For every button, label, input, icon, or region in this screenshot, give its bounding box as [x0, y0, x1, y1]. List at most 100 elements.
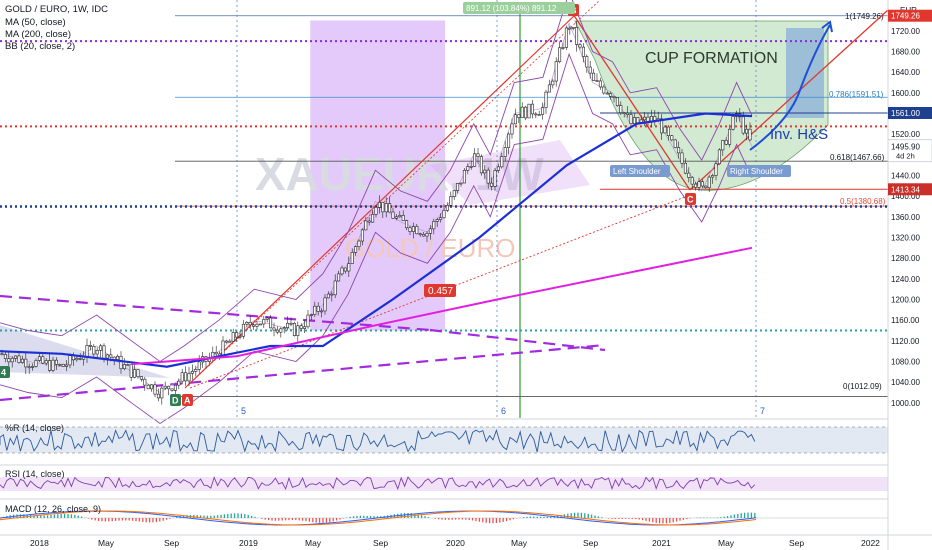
- candle-body: [585, 56, 589, 68]
- candle-body: [272, 327, 276, 331]
- candle-body: [78, 358, 82, 360]
- trend-line-c-up: [689, 9, 889, 191]
- candle-body: [394, 216, 398, 219]
- candle-body: [167, 385, 171, 390]
- candle-body: [184, 372, 188, 382]
- candle-body: [524, 106, 528, 119]
- candle-body: [425, 233, 429, 237]
- candle-body: [748, 128, 752, 141]
- candle-body: [449, 196, 453, 206]
- point-d-label: D: [172, 396, 179, 406]
- candle-body: [173, 384, 177, 391]
- candle-body: [255, 323, 259, 327]
- candle-body: [371, 214, 375, 223]
- candle-body: [530, 103, 534, 115]
- candle-body: [398, 215, 402, 218]
- tag-last-price: 1495.90: [891, 143, 920, 152]
- candle-body: [269, 317, 273, 329]
- candle-body: [592, 72, 596, 81]
- candle-body: [537, 114, 541, 116]
- point-c-label: C: [687, 195, 694, 205]
- candle-body: [252, 324, 256, 327]
- candle-body: [476, 153, 480, 157]
- candle-body: [357, 240, 361, 247]
- candle-body: [503, 147, 507, 157]
- candle-body: [340, 267, 344, 275]
- candle-body: [156, 393, 160, 399]
- price-tick-13: 1160.00: [891, 316, 920, 325]
- candle-body: [683, 162, 687, 174]
- right-shoulder-badge: [727, 165, 791, 177]
- candle-body: [224, 340, 228, 343]
- price-tick-14: 1120.00: [891, 337, 920, 346]
- candle-body: [303, 326, 307, 329]
- candle-body: [92, 346, 96, 355]
- fib-0-label: 0(1012.09): [843, 382, 882, 391]
- candle-body: [653, 116, 657, 121]
- candle-body: [697, 181, 701, 188]
- candle-body: [663, 126, 667, 134]
- candle-body: [462, 169, 466, 184]
- candle-body: [248, 321, 252, 326]
- candle-body: [717, 149, 721, 165]
- projection-arrowhead: [821, 20, 833, 33]
- candle-body: [643, 116, 647, 121]
- time-tick-5: Sep: [373, 538, 388, 548]
- candle-body: [235, 332, 239, 338]
- candle-body: [170, 388, 174, 391]
- candle-body: [578, 44, 582, 48]
- time-tick-1: May: [98, 538, 115, 548]
- candle-body: [61, 364, 65, 367]
- projection-arrow: [749, 24, 831, 151]
- candle-body: [150, 384, 154, 390]
- candle-body: [694, 183, 698, 188]
- candle-body: [415, 226, 419, 235]
- right-shoulder-label: Right Shoulder: [730, 167, 783, 176]
- candle-body: [704, 185, 708, 189]
- left-edge-label: 4: [1, 368, 6, 378]
- candle-body: [105, 354, 109, 359]
- candle-body: [456, 183, 460, 191]
- candle-body: [728, 128, 732, 145]
- candle-body: [388, 203, 392, 213]
- candle-body: [241, 323, 245, 337]
- candle-body: [75, 358, 79, 361]
- candle-body: [612, 95, 616, 98]
- price-tick-8: 1360.00: [891, 213, 920, 222]
- candle-body: [629, 114, 633, 124]
- price-tick-9: 1320.00: [891, 234, 920, 243]
- candle-body: [163, 385, 167, 389]
- candle-body: [459, 182, 463, 185]
- tag-resistance-bg: [888, 106, 932, 119]
- inv-hs-label: Inv. H&S: [770, 126, 828, 143]
- candle-body: [31, 366, 35, 368]
- candle-body: [265, 317, 269, 320]
- candle-body: [510, 123, 514, 135]
- candle-body: [347, 263, 351, 272]
- candle-body: [228, 340, 232, 343]
- candle-body: [299, 325, 303, 329]
- left-edge-label-badge: [0, 366, 10, 378]
- candle-body: [690, 177, 694, 185]
- candle-body: [136, 369, 140, 377]
- candle-body: [595, 80, 599, 82]
- candle-body: [544, 91, 548, 108]
- candle-body: [588, 66, 592, 74]
- candle-body: [122, 364, 126, 370]
- price-tick-6: 1440.00: [891, 172, 920, 181]
- candle-body: [731, 116, 735, 130]
- measure-badge: [463, 2, 575, 14]
- candle-body: [490, 182, 494, 187]
- bb-legend: BB (20, close, 2): [5, 41, 75, 52]
- candle-body: [439, 217, 443, 220]
- ma50-line: [0, 112, 753, 368]
- candle-body: [309, 314, 313, 316]
- candle-body: [24, 358, 28, 368]
- candle-body: [88, 345, 92, 347]
- candle-body: [605, 92, 609, 95]
- cycle-label-7: 7: [760, 406, 765, 416]
- candle-body: [558, 47, 562, 62]
- candle-body: [401, 215, 405, 221]
